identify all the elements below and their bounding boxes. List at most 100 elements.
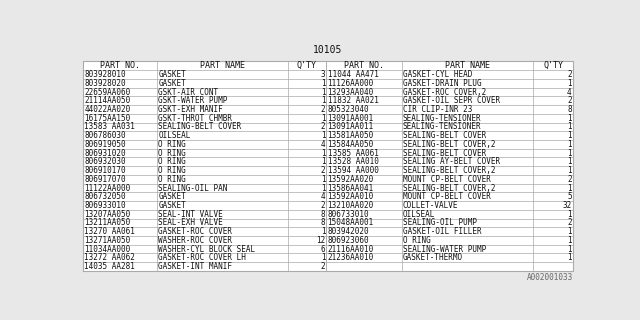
Text: 8: 8	[321, 219, 325, 228]
Text: 13091AA011: 13091AA011	[328, 123, 374, 132]
Text: 1: 1	[567, 166, 572, 175]
Text: GASKET: GASKET	[159, 79, 186, 88]
Text: 806732050: 806732050	[84, 192, 126, 201]
Text: O RING: O RING	[159, 157, 186, 166]
Text: 1: 1	[567, 253, 572, 262]
Text: SEALING-TENSIONER: SEALING-TENSIONER	[403, 123, 481, 132]
Text: 3: 3	[321, 70, 325, 79]
Text: 13585 AA061: 13585 AA061	[328, 148, 378, 158]
Text: 1: 1	[567, 148, 572, 158]
Text: SEAL-INT VALVE: SEAL-INT VALVE	[159, 210, 223, 219]
Text: SEALING-BELT COVER: SEALING-BELT COVER	[403, 148, 486, 158]
Text: 13592AA020: 13592AA020	[328, 175, 374, 184]
Text: O RING: O RING	[159, 148, 186, 158]
Text: 10105: 10105	[314, 44, 342, 54]
Text: GSKT-EXH MANIF: GSKT-EXH MANIF	[159, 105, 223, 114]
Text: 13592AA010: 13592AA010	[328, 192, 374, 201]
Text: OILSEAL: OILSEAL	[403, 210, 435, 219]
Text: 1: 1	[567, 210, 572, 219]
Text: 44022AA020: 44022AA020	[84, 105, 131, 114]
Text: 12: 12	[316, 236, 325, 245]
Text: 21114AA050: 21114AA050	[84, 96, 131, 105]
Text: 1: 1	[567, 157, 572, 166]
Text: 1: 1	[567, 140, 572, 149]
Text: 21236AA010: 21236AA010	[328, 253, 374, 262]
Text: SEALING-TENSIONER: SEALING-TENSIONER	[403, 114, 481, 123]
Text: SEALING-BELT COVER: SEALING-BELT COVER	[403, 131, 486, 140]
Text: 1: 1	[567, 184, 572, 193]
Text: O RING: O RING	[159, 175, 186, 184]
Text: 1: 1	[321, 227, 325, 236]
Text: 11044 AA471: 11044 AA471	[328, 70, 378, 79]
Text: 13272 AA062: 13272 AA062	[84, 253, 135, 262]
Text: GASKET: GASKET	[159, 192, 186, 201]
Text: 13211AA050: 13211AA050	[84, 219, 131, 228]
Text: 11126AA000: 11126AA000	[328, 79, 374, 88]
Text: GSKT-WATER PUMP: GSKT-WATER PUMP	[159, 96, 228, 105]
Text: 806786030: 806786030	[84, 131, 126, 140]
Bar	[83, 61, 326, 271]
Text: GASKET-THERMO: GASKET-THERMO	[403, 253, 463, 262]
Text: 13583 AA031: 13583 AA031	[84, 123, 135, 132]
Text: GASKET-OIL FILLER: GASKET-OIL FILLER	[403, 227, 481, 236]
Bar	[83, 61, 573, 271]
Text: O RING: O RING	[159, 166, 186, 175]
Text: 1: 1	[567, 227, 572, 236]
Text: GASKET: GASKET	[159, 70, 186, 79]
Text: 32: 32	[563, 201, 572, 210]
Text: CIR CLIP-INR 23: CIR CLIP-INR 23	[403, 105, 472, 114]
Text: SEAL-EXH VALVE: SEAL-EXH VALVE	[159, 219, 223, 228]
Text: 4: 4	[567, 88, 572, 97]
Text: 13594 AA000: 13594 AA000	[328, 166, 378, 175]
Text: SEALING AY-BELT COVER: SEALING AY-BELT COVER	[403, 157, 500, 166]
Text: O RING: O RING	[403, 236, 431, 245]
Text: 8: 8	[567, 105, 572, 114]
Text: 16175AA150: 16175AA150	[84, 114, 131, 123]
Text: GSKT-THROT CHMBR: GSKT-THROT CHMBR	[159, 114, 232, 123]
Text: 14035 AA281: 14035 AA281	[84, 262, 135, 271]
Text: 1: 1	[567, 123, 572, 132]
Text: 806919050: 806919050	[84, 140, 126, 149]
Text: GASKET-DRAIN PLUG: GASKET-DRAIN PLUG	[403, 79, 481, 88]
Text: 806933010: 806933010	[84, 201, 126, 210]
Text: 1: 1	[567, 244, 572, 254]
Text: GASKET: GASKET	[159, 201, 186, 210]
Text: 11034AA000: 11034AA000	[84, 244, 131, 254]
Text: 1: 1	[321, 175, 325, 184]
Text: 13528 AA010: 13528 AA010	[328, 157, 378, 166]
Text: 803928010: 803928010	[84, 70, 126, 79]
Text: 4: 4	[321, 192, 325, 201]
Text: O RING: O RING	[159, 140, 186, 149]
Text: 1: 1	[321, 253, 325, 262]
Text: Q'TY: Q'TY	[543, 61, 563, 70]
Text: 1: 1	[321, 184, 325, 193]
Text: 805323040: 805323040	[328, 105, 369, 114]
Text: COLLET-VALVE: COLLET-VALVE	[403, 201, 458, 210]
Text: 1: 1	[321, 96, 325, 105]
Text: 13207AA050: 13207AA050	[84, 210, 131, 219]
Text: PART NAME: PART NAME	[445, 61, 490, 70]
Text: 13091AA001: 13091AA001	[328, 114, 374, 123]
Text: Q'TY: Q'TY	[297, 61, 317, 70]
Text: SEALING-BELT COVER,2: SEALING-BELT COVER,2	[403, 184, 495, 193]
Text: 11832 AA021: 11832 AA021	[328, 96, 378, 105]
Text: GASKET-OIL SEPR COVER: GASKET-OIL SEPR COVER	[403, 96, 500, 105]
Bar	[326, 61, 573, 271]
Text: 2: 2	[567, 175, 572, 184]
Text: 1: 1	[567, 131, 572, 140]
Text: 803928020: 803928020	[84, 79, 126, 88]
Text: 4: 4	[321, 140, 325, 149]
Text: SEALING-OIL PUMP: SEALING-OIL PUMP	[403, 219, 477, 228]
Text: 1: 1	[321, 79, 325, 88]
Text: 1: 1	[321, 114, 325, 123]
Text: 13270 AA061: 13270 AA061	[84, 227, 135, 236]
Text: 11122AA000: 11122AA000	[84, 184, 131, 193]
Text: 1: 1	[321, 131, 325, 140]
Text: GASKET-ROC COVER LH: GASKET-ROC COVER LH	[159, 253, 246, 262]
Text: GSKT-AIR CONT: GSKT-AIR CONT	[159, 88, 219, 97]
Text: 806923060: 806923060	[328, 236, 369, 245]
Text: GASKET-ROC COVER: GASKET-ROC COVER	[159, 227, 232, 236]
Text: OILSEAL: OILSEAL	[159, 131, 191, 140]
Text: PART NO.: PART NO.	[100, 61, 140, 70]
Text: 5: 5	[567, 192, 572, 201]
